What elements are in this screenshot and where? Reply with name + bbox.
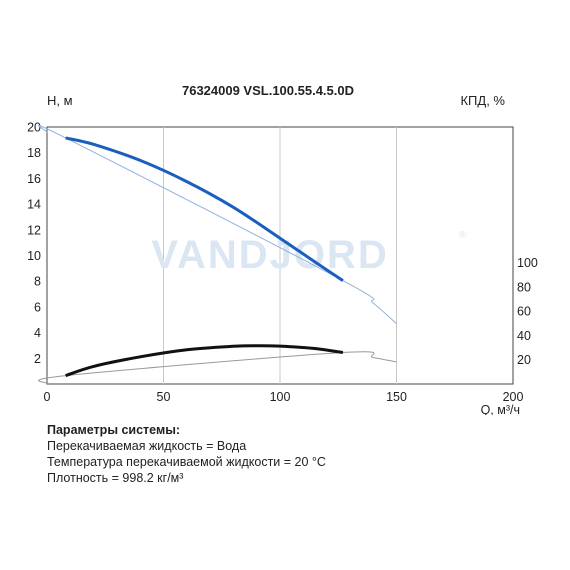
y-right-tick-label: 40 [517, 329, 531, 343]
x-tick-label: 0 [44, 390, 51, 404]
y-left-tick-label: 10 [27, 249, 41, 263]
x-axis-label: Q, м³/ч [481, 403, 520, 415]
y-left-tick-label: 14 [27, 198, 41, 212]
y-right-tick-label: 60 [517, 305, 531, 319]
x-tick-label: 200 [503, 390, 524, 404]
x-tick-label: 50 [157, 390, 171, 404]
watermark-registered-mark: ® [459, 230, 467, 241]
series-efficiency-operating-line [65, 344, 344, 378]
x-tick-label: 100 [270, 390, 291, 404]
y-right-tick-label: 20 [517, 353, 531, 367]
system-parameters-title: Параметры системы: [47, 423, 181, 437]
series-head-extension-line [38, 124, 397, 324]
system-parameters: Параметры системы: Перекачиваемая жидкос… [47, 422, 326, 486]
y-left-tick-label: 8 [34, 275, 41, 289]
chart-title: 76324009 VSL.100.55.4.5.0D [182, 83, 354, 98]
y-axis-right-label: КПД, % [460, 93, 505, 108]
series-efficiency-extension-line [38, 351, 397, 384]
x-tick-label: 150 [386, 390, 407, 404]
y-left-tick-label: 16 [27, 172, 41, 186]
parameter-temperature: Температура перекачиваемой жидкости = 20… [47, 455, 326, 469]
y-left-tick-label: 12 [27, 223, 41, 237]
parameter-fluid: Перекачиваемая жидкость = Вода [47, 439, 247, 453]
y-left-tick-label: 2 [34, 352, 41, 366]
y-right-tick-label: 80 [517, 280, 531, 294]
y-left-tick-label: 18 [27, 146, 41, 160]
y-left-tick-label: 4 [34, 326, 41, 340]
y-right-tick-label: 100 [517, 256, 538, 270]
y-left-tick-label: 20 [27, 121, 41, 135]
watermark-logo: VANDJORD [151, 233, 389, 277]
parameter-density: Плотность = 998.2 кг/м³ [47, 471, 184, 485]
y-left-tick-label: 6 [34, 300, 41, 314]
pump-performance-chart: VANDJORD ® 0 50 100 150 200 2 4 6 8 10 12 14 16 18 20… [27, 83, 538, 415]
y-axis-left-label: H, м [47, 93, 73, 108]
series-head-operating-line [65, 136, 344, 282]
